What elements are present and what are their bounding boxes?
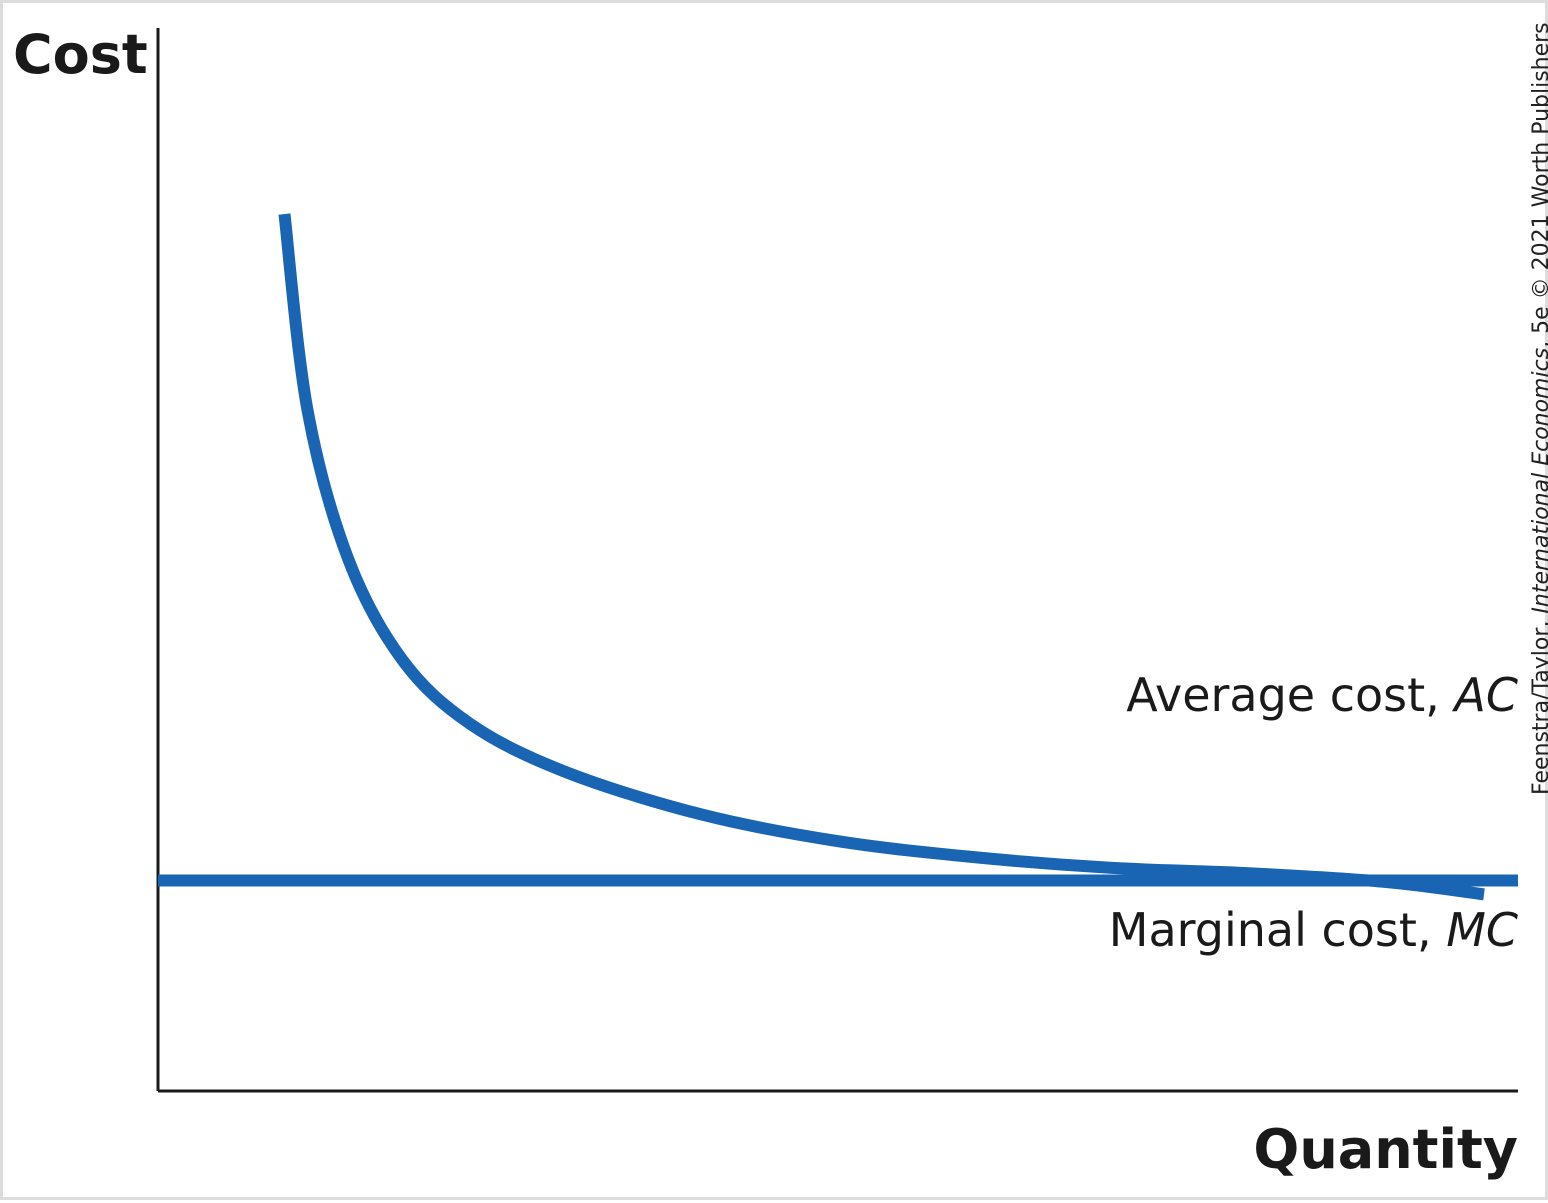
average-cost-label-symbol: AC (1451, 668, 1518, 722)
average-cost-curve (278, 213, 1485, 901)
cost-chart: Cost Quantity Average cost, AC Marginal … (13, 22, 1548, 1181)
x-axis-title: Quantity (1253, 1118, 1518, 1181)
y-axis-title: Cost (13, 23, 148, 86)
credit-title: International Economics (1529, 348, 1548, 614)
credit-prefix: Feenstra/Taylor, (1529, 614, 1548, 795)
marginal-cost-label-text: Marginal cost, (1109, 903, 1446, 957)
average-cost-label: Average cost, AC (1126, 668, 1518, 722)
marginal-cost-label-symbol: MC (1446, 903, 1518, 957)
credit-suffix: , 5e © 2021 Worth Publishers (1529, 22, 1548, 347)
average-cost-label-text: Average cost, (1126, 668, 1454, 722)
publisher-credit: Feenstra/Taylor, International Economics… (1529, 22, 1548, 795)
marginal-cost-label: Marginal cost, MC (1109, 903, 1518, 957)
series-layer (158, 213, 1518, 901)
